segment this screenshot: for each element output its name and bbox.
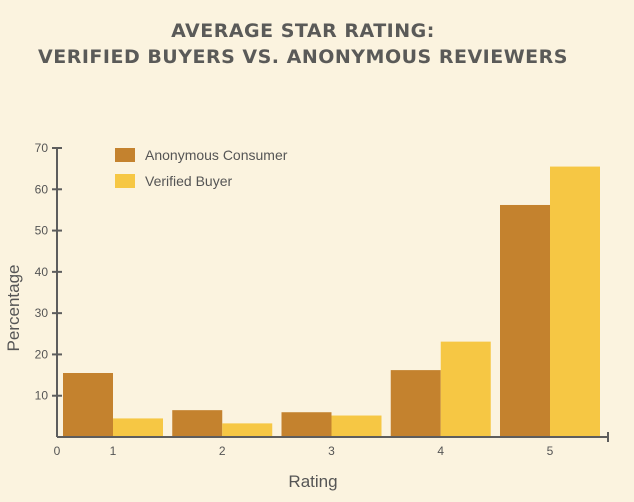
y-tick-label-60: 60 xyxy=(35,182,49,196)
bar-verified-3 xyxy=(331,415,382,437)
x-tick-label-5: 5 xyxy=(547,444,554,458)
x-tick-label-0: 0 xyxy=(54,444,61,458)
bar-anonymous-1 xyxy=(63,373,113,437)
x-tick-label-1: 1 xyxy=(110,444,117,458)
legend-label-1: Verified Buyer xyxy=(145,173,232,189)
y-tick-label-30: 30 xyxy=(35,306,49,320)
bar-verified-2 xyxy=(222,423,273,437)
legend-label-0: Anonymous Consumer xyxy=(145,147,288,163)
x-tick-label-4: 4 xyxy=(437,444,444,458)
y-axis-label: Percentage xyxy=(4,265,23,352)
chart-title-line-2: VERIFIED BUYERS VS. ANONYMOUS REVIEWERS xyxy=(38,46,568,68)
y-tick-label-20: 20 xyxy=(35,347,49,361)
x-axis-label: Rating xyxy=(288,472,337,491)
bar-anonymous-2 xyxy=(172,410,223,437)
legend-swatch-1 xyxy=(115,174,135,188)
y-tick-label-50: 50 xyxy=(35,224,49,238)
y-tick-label-70: 70 xyxy=(35,141,49,155)
bar-verified-4 xyxy=(440,341,491,437)
bar-verified-5 xyxy=(550,166,600,438)
x-tick-label-2: 2 xyxy=(219,444,226,458)
bar-anonymous-5 xyxy=(500,204,550,437)
bar-anonymous-3 xyxy=(281,412,332,437)
bar-anonymous-4 xyxy=(390,370,441,437)
x-tick-label-3: 3 xyxy=(328,444,335,458)
legend-swatch-0 xyxy=(115,148,135,162)
bar-verified-1 xyxy=(113,418,163,437)
y-tick-label-40: 40 xyxy=(35,265,49,279)
chart-title-line-1: AVERAGE STAR RATING: xyxy=(171,20,435,42)
y-tick-label-10: 10 xyxy=(35,389,49,403)
